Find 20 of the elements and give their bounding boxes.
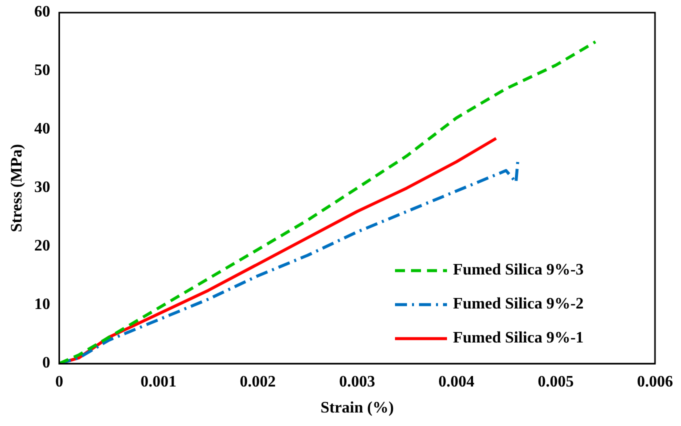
legend-label: Fumed Silica 9%-1	[453, 330, 584, 347]
legend-label: Fumed Silica 9%-2	[453, 296, 584, 313]
y-tick-label: 60	[34, 4, 50, 21]
x-tick-label: 0	[55, 373, 64, 390]
x-tick-label: 0.005	[538, 373, 574, 390]
x-tick-label: 0.003	[339, 373, 376, 390]
y-tick-label: 0	[42, 354, 50, 372]
y-tick-label: 40	[34, 120, 50, 138]
x-tick-label: 0.001	[140, 373, 176, 390]
x-axis-title: Strain (%)	[320, 400, 394, 417]
y-axis-title: Stress (MPa)	[8, 144, 26, 232]
x-tick-label: 0.002	[240, 373, 276, 390]
y-tick-label: 10	[34, 296, 50, 314]
x-tick-label: 0.004	[438, 373, 474, 390]
y-tick-label: 30	[34, 179, 50, 196]
y-tick-label: 20	[34, 238, 50, 255]
legend-label: Fumed Silica 9%-3	[453, 262, 584, 279]
line-series	[59, 40, 597, 364]
y-tick-label: 50	[34, 62, 50, 80]
x-tick-label: 0.006	[637, 373, 673, 390]
